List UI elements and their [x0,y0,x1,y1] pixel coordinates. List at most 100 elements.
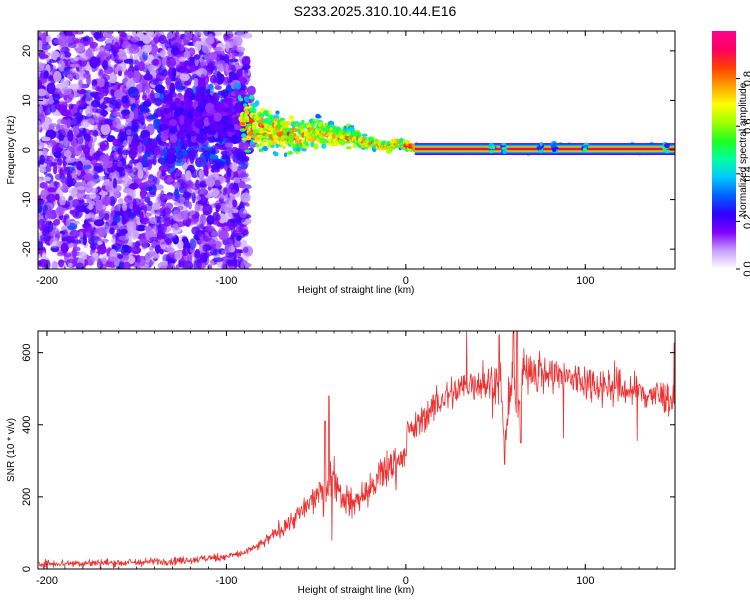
spectrogram-cell [69,63,80,68]
spectrogram-cell [166,152,177,165]
spectrogram-cell [97,227,107,238]
spectrogram-cell [53,164,58,175]
spectrogram-cell [237,94,242,102]
spectrogram-cell [84,225,92,238]
spectrogram-cell [144,62,152,69]
spectrogram-cell [128,86,137,94]
spectrogram-cell [70,57,75,63]
spectrogram-cell [122,261,131,269]
spectrogram-cell [292,146,297,152]
spectrogram-cell [91,79,98,87]
spectrogram-cell [97,244,107,255]
spectrogram-cell [66,173,72,182]
spectrogram-cell [215,240,222,249]
spectrogram-cell [103,195,111,206]
spectrogram-cell [212,257,224,263]
spectrogram-cell [197,147,206,153]
spectrogram-cell [232,199,238,208]
spectrogram-cell [124,252,130,261]
spectrogram-cell [215,204,221,210]
spectrogram-cell [198,169,204,178]
spectrogram-cell [71,144,83,157]
spectrogram-cell [159,152,166,165]
spectrogram-cell [98,104,108,110]
spectrogram-cell [231,146,239,155]
spectrogram-cell [176,205,184,211]
spectrogram-cell [93,231,98,238]
spectrogram-cell [72,246,77,259]
spectrogram-cell [216,60,227,72]
spectrogram-cell [136,255,147,267]
spectrogram-cell [54,103,61,110]
spectrogram-cell [161,69,168,77]
spectrogram-cell [237,179,246,189]
spectrogram-cell [122,203,127,212]
spectrogram-cell [131,190,136,200]
spectrogram-cell [94,93,104,100]
spectrogram-cell [239,122,246,126]
spectrogram-cell [42,176,51,182]
spectrogram-cell [201,43,212,54]
figure-title: S233.2025.310.10.44.E16 [294,3,457,19]
spectrogram-cell [155,216,164,224]
spectrogram-cell [171,67,177,79]
spectrogram-cell [313,143,319,150]
spectrogram-cell [255,143,260,148]
spectrogram-cell [38,212,44,218]
spectrogram-cell [133,53,138,60]
spectrogram-cell [159,117,170,124]
spectrogram-cell [232,229,238,238]
spectrogram-cell [251,122,257,128]
spectrogram-cell [214,85,222,90]
spectrogram-cell [129,159,140,164]
spectrogram-cell [233,177,241,184]
spectrogram-cell [166,57,177,69]
spectrogram-cell [142,100,152,108]
spectrogram-cell [83,164,92,170]
spectrogram-cell [295,135,300,141]
spectrogram-cell [41,122,49,131]
spectrogram-cell [220,150,228,156]
colorbar-tick-label: 0.4 [742,166,750,181]
spectrogram-cell [145,202,152,212]
spectrogram-cell [294,139,299,144]
spectrogram-cell [78,237,88,245]
spectrogram-cell [98,51,107,56]
spectrogram-cell [179,69,190,74]
spectrogram-cell [273,137,279,142]
spectrogram-cell [175,264,180,269]
spectrogram-cell [199,127,204,134]
spectrogram-cell [78,55,89,61]
spectrogram-cell [59,51,66,60]
spectrogram-cell [121,113,130,119]
spectrogram-cell [193,77,199,87]
spectrogram-cell [269,118,274,123]
spectrogram-cell [488,149,495,154]
spectrogram-cell [110,88,115,96]
spectrogram-cell [38,120,42,132]
spectrogram-cell [137,168,144,180]
spectrogram-cell [158,35,167,44]
spectrogram-cell [191,191,196,204]
spectrogram-cell [117,132,126,143]
spectrogram-cell [159,142,169,147]
spectrogram-cell [225,197,233,205]
spectrogram-cell [191,226,201,236]
spectrogram-cell [51,260,58,269]
spectrogram-cell [76,100,86,107]
colorbar-label: Normalized spectral amplitude [738,82,749,217]
spectrogram-cell [157,209,162,215]
spectrogram-cell [550,144,556,148]
spectrogram-cell [150,89,155,102]
spectrogram-cell [56,252,66,257]
spectrogram-cell [141,129,151,138]
snr-plot-area [38,331,675,569]
spectrogram-cell [159,50,166,58]
spectrogram-cell [285,120,290,126]
spectrogram-cell [39,54,49,59]
y-tick-label: 20 [21,45,33,57]
spectrogram-cell [125,245,132,254]
colorbar-gradient [712,31,736,269]
spectrogram-cell [38,203,49,216]
